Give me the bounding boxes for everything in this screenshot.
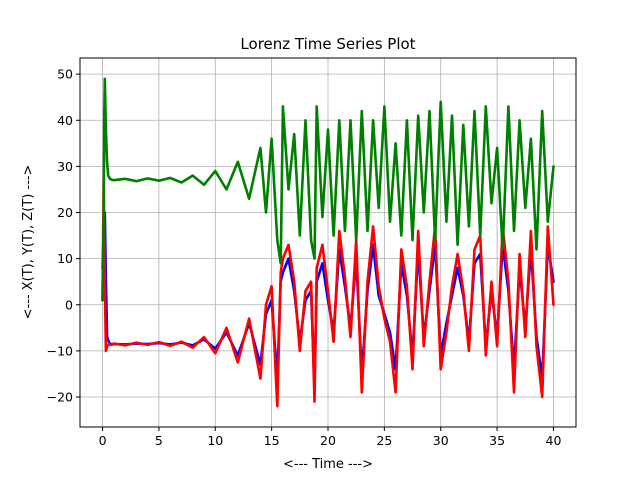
y-tick-label: 40 — [57, 113, 73, 128]
x-tick-label: 20 — [320, 433, 336, 448]
x-tick-label: 15 — [264, 433, 280, 448]
y-tick-label: 30 — [57, 159, 73, 174]
y-axis-label: <--- X(T), Y(T), Z(T) ---> — [21, 165, 36, 320]
series-layer — [101, 77, 555, 408]
x-tick-label: 10 — [207, 433, 223, 448]
y-series-line — [101, 77, 555, 302]
x-tick-label: 25 — [376, 433, 392, 448]
x-tick-label: 35 — [489, 433, 505, 448]
x-tick-label: 40 — [546, 433, 562, 448]
z-series-line — [101, 178, 555, 408]
x-tick-label: 30 — [433, 433, 449, 448]
x-axis-label: <--- Time ---> — [283, 457, 373, 472]
y-tick-label: −20 — [47, 390, 73, 405]
y-tick-label: 10 — [57, 251, 73, 266]
y-tick-label: −10 — [47, 343, 73, 358]
x-tick-label: 5 — [155, 433, 163, 448]
y-tick-label: 0 — [65, 297, 73, 312]
chart-title: Lorenz Time Series Plot — [240, 35, 415, 53]
y-tick-label: 20 — [57, 205, 73, 220]
tick-layer: 0 5 10 15 20 25 30 35 40 −20 −10 0 10 20 30 40 50 — [47, 67, 562, 448]
x-tick-label: 0 — [99, 433, 107, 448]
y-tick-label: 50 — [57, 67, 73, 82]
